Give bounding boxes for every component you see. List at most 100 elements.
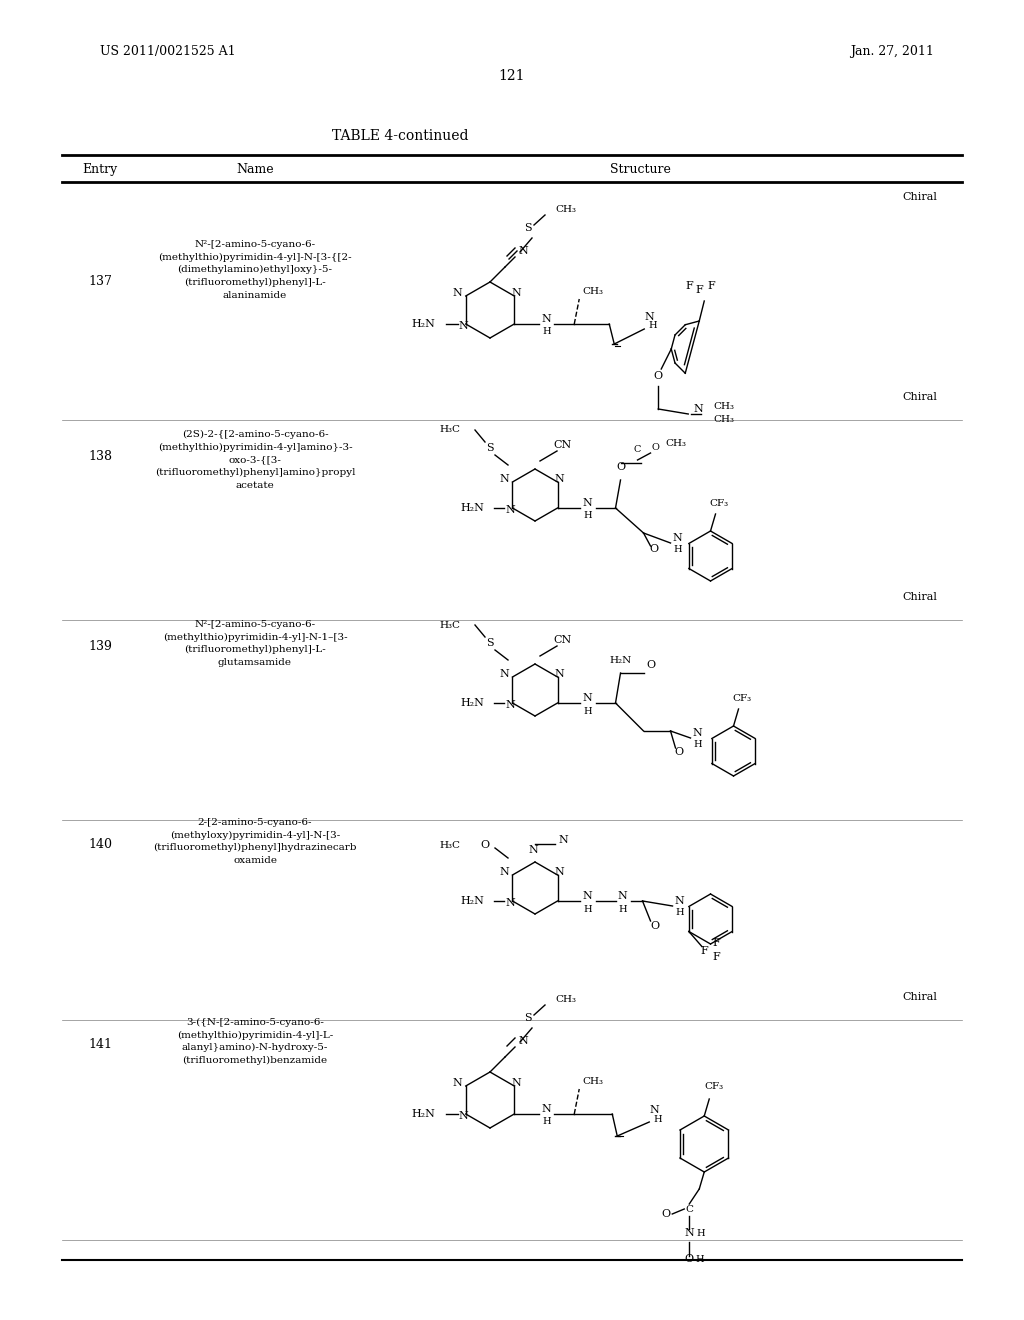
Text: US 2011/0021525 A1: US 2011/0021525 A1 [100, 45, 236, 58]
Text: O: O [674, 747, 683, 756]
Text: CH₃: CH₃ [714, 414, 734, 424]
Text: N: N [518, 246, 528, 256]
Text: H₂N: H₂N [412, 319, 436, 329]
Text: N: N [673, 533, 682, 543]
Text: N: N [506, 506, 515, 515]
Text: 138: 138 [88, 450, 112, 463]
Text: O: O [653, 371, 663, 381]
Text: Structure: Structure [609, 162, 671, 176]
Text: N: N [500, 867, 509, 876]
Text: H: H [648, 322, 656, 330]
Text: N: N [459, 321, 469, 331]
Text: H₃C: H₃C [439, 841, 460, 850]
Text: N²-[2-amino-5-cyano-6-
(methylthio)pyrimidin-4-yl]-N-[3-{[2-
(dimethylamino)ethy: N²-[2-amino-5-cyano-6- (methylthio)pyrim… [158, 240, 352, 300]
Text: H: H [618, 904, 627, 913]
Text: N: N [459, 1111, 469, 1121]
Text: 140: 140 [88, 838, 112, 851]
Text: H: H [653, 1114, 662, 1123]
Text: TABLE 4-continued: TABLE 4-continued [332, 129, 468, 143]
Text: N: N [649, 1105, 659, 1115]
Text: N: N [453, 288, 463, 298]
Text: N: N [500, 669, 509, 678]
Text: O: O [650, 921, 659, 931]
Text: N: N [644, 312, 654, 322]
Text: O: O [480, 840, 489, 850]
Text: Name: Name [237, 162, 273, 176]
Text: CH₃: CH₃ [583, 1077, 603, 1085]
Text: CF₃: CF₃ [732, 694, 751, 704]
Text: H₂N: H₂N [461, 503, 484, 513]
Text: S: S [486, 444, 494, 453]
Text: 121: 121 [499, 69, 525, 83]
Text: F: F [708, 281, 715, 290]
Text: N: N [528, 845, 538, 855]
Text: 2-[2-amino-5-cyano-6-
(methyloxy)pyrimidin-4-yl]-N-[3-
(trifluoromethyl)phenyl]h: 2-[2-amino-5-cyano-6- (methyloxy)pyrimid… [154, 818, 356, 865]
Text: H₂N: H₂N [609, 656, 632, 665]
Text: C: C [634, 445, 641, 454]
Text: N: N [617, 891, 628, 902]
Text: H₃C: H₃C [439, 425, 460, 434]
Text: N: N [558, 836, 568, 845]
Text: N: N [511, 288, 521, 298]
Text: N: N [583, 498, 593, 508]
Text: CN: CN [554, 440, 572, 450]
Text: N: N [453, 1078, 463, 1088]
Text: N: N [555, 669, 564, 678]
Text: F: F [695, 285, 703, 294]
Text: H₂N: H₂N [461, 896, 484, 906]
Text: Chiral: Chiral [902, 191, 937, 202]
Text: S: S [524, 1012, 531, 1023]
Text: H: H [584, 511, 592, 520]
Text: O: O [646, 660, 655, 671]
Text: 3-({N-[2-amino-5-cyano-6-
(methylthio)pyrimidin-4-yl]-L-
alanyl}amino)-N-hydroxy: 3-({N-[2-amino-5-cyano-6- (methylthio)py… [177, 1018, 333, 1065]
Text: 139: 139 [88, 640, 112, 653]
Text: N²-[2-amino-5-cyano-6-
(methylthio)pyrimidin-4-yl]-N-1–[3-
(trifluoromethyl)phen: N²-[2-amino-5-cyano-6- (methylthio)pyrim… [163, 620, 347, 667]
Text: H: H [542, 327, 551, 337]
Text: O: O [649, 544, 658, 554]
Text: H: H [675, 908, 684, 917]
Text: Jan. 27, 2011: Jan. 27, 2011 [850, 45, 934, 58]
Text: H: H [673, 545, 682, 554]
Text: CH₃: CH₃ [555, 206, 575, 214]
Text: O: O [685, 1254, 694, 1265]
Text: O: O [651, 444, 659, 451]
Text: N: N [692, 729, 702, 738]
Text: Chiral: Chiral [902, 392, 937, 403]
Text: N: N [511, 1078, 521, 1088]
Text: O: O [662, 1209, 671, 1218]
Text: CH₃: CH₃ [714, 403, 734, 411]
Text: N: N [555, 867, 564, 876]
Text: F: F [700, 945, 708, 956]
Text: N: N [506, 700, 515, 710]
Text: N: N [583, 891, 593, 902]
Text: F: F [712, 939, 720, 949]
Text: Entry: Entry [82, 162, 118, 176]
Text: N: N [555, 474, 564, 484]
Text: H: H [584, 904, 592, 913]
Text: H: H [542, 1118, 551, 1126]
Text: N: N [506, 898, 515, 908]
Text: C: C [685, 1205, 693, 1214]
Text: CN: CN [554, 635, 572, 645]
Text: CH₃: CH₃ [583, 286, 603, 296]
Text: 137: 137 [88, 275, 112, 288]
Text: H: H [693, 741, 701, 748]
Text: H₃C: H₃C [439, 620, 460, 630]
Text: H: H [584, 706, 592, 715]
Text: N: N [684, 1228, 694, 1238]
Text: Chiral: Chiral [902, 993, 937, 1002]
Text: F: F [685, 281, 693, 290]
Text: S: S [486, 638, 494, 648]
Text: H₂N: H₂N [461, 698, 484, 708]
Text: N: N [675, 896, 684, 906]
Text: Chiral: Chiral [902, 591, 937, 602]
Text: N: N [583, 693, 593, 704]
Text: CH₃: CH₃ [666, 440, 686, 447]
Text: (2S)-2-{[2-amino-5-cyano-6-
(methylthio)pyrimidin-4-yl]amino}-3-
oxo-3-{[3-
(tri: (2S)-2-{[2-amino-5-cyano-6- (methylthio)… [155, 430, 355, 490]
Text: H₂N: H₂N [412, 1109, 436, 1119]
Text: CH₃: CH₃ [555, 995, 575, 1005]
Text: N: N [500, 474, 509, 484]
Text: H: H [695, 1255, 703, 1265]
Text: CF₃: CF₃ [705, 1082, 724, 1092]
Text: N: N [542, 314, 551, 323]
